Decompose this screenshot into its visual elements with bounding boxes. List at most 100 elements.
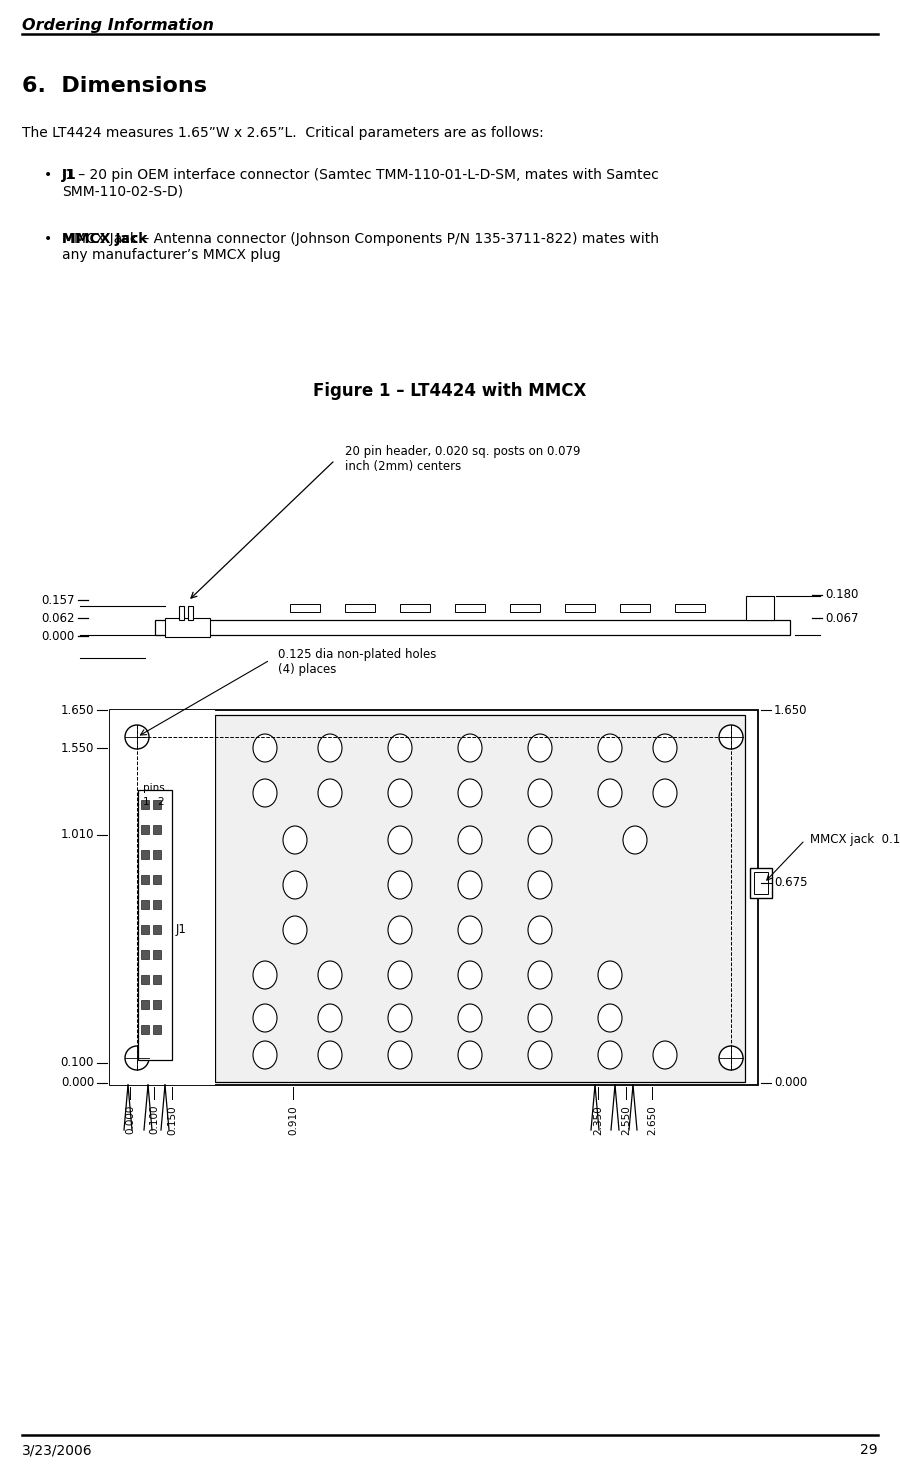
Ellipse shape [528, 871, 552, 898]
Ellipse shape [318, 1004, 342, 1032]
Text: 1.650: 1.650 [60, 703, 94, 716]
Circle shape [719, 725, 743, 749]
Bar [455, 603, 485, 612]
Ellipse shape [653, 734, 677, 762]
Text: 2.350: 2.350 [593, 1105, 603, 1135]
Ellipse shape [653, 780, 677, 807]
Bar [141, 925, 149, 934]
Bar [141, 875, 149, 884]
Bar [153, 925, 161, 934]
Bar [675, 603, 705, 612]
Text: 0.000: 0.000 [61, 1076, 94, 1089]
Text: 1.650: 1.650 [774, 703, 807, 716]
Bar [153, 800, 161, 809]
Text: 0.157: 0.157 [41, 593, 75, 606]
Text: 0.100: 0.100 [149, 1105, 159, 1135]
Text: 0.910: 0.910 [288, 1105, 298, 1135]
Bar [141, 950, 149, 959]
Bar [155, 619, 790, 636]
Bar [215, 715, 745, 1082]
Ellipse shape [388, 916, 412, 944]
Bar [179, 606, 184, 619]
Text: 0.000: 0.000 [774, 1076, 807, 1089]
Ellipse shape [458, 1004, 482, 1032]
Ellipse shape [318, 962, 342, 989]
Ellipse shape [458, 780, 482, 807]
Text: 0.067: 0.067 [825, 612, 859, 624]
Bar [153, 825, 161, 834]
Bar [188, 606, 193, 619]
Text: MMCX Jack – Antenna connector (Johnson Components P/N 135-3711-822) mates with
a: MMCX Jack – Antenna connector (Johnson C… [62, 232, 659, 263]
Text: 0.180: 0.180 [825, 589, 859, 602]
Bar [565, 603, 595, 612]
Ellipse shape [253, 734, 277, 762]
Circle shape [125, 725, 149, 749]
Ellipse shape [253, 1004, 277, 1032]
Bar [141, 1000, 149, 1009]
Text: 2.650: 2.650 [647, 1105, 657, 1135]
Text: 0.675: 0.675 [774, 876, 807, 890]
Bar [165, 618, 210, 637]
Ellipse shape [653, 1041, 677, 1069]
Bar [110, 711, 758, 1085]
Ellipse shape [458, 826, 482, 854]
Text: The LT4424 measures 1.65”W x 2.65”L.  Critical parameters are as follows:: The LT4424 measures 1.65”W x 2.65”L. Cri… [22, 126, 544, 139]
Text: 3/23/2006: 3/23/2006 [22, 1443, 93, 1458]
Bar [141, 800, 149, 809]
Text: MMCX jack  0.145 dia: MMCX jack 0.145 dia [810, 834, 900, 847]
Ellipse shape [253, 1041, 277, 1069]
Ellipse shape [253, 962, 277, 989]
Ellipse shape [458, 962, 482, 989]
Text: J1: J1 [62, 167, 77, 182]
Ellipse shape [458, 916, 482, 944]
Ellipse shape [458, 871, 482, 898]
Ellipse shape [388, 871, 412, 898]
Bar [153, 900, 161, 909]
Bar [141, 850, 149, 859]
Bar [141, 1025, 149, 1033]
Text: pins: pins [143, 782, 165, 793]
Text: 0.062: 0.062 [41, 612, 75, 624]
Ellipse shape [598, 962, 622, 989]
Bar [510, 603, 540, 612]
Ellipse shape [283, 916, 307, 944]
Ellipse shape [283, 826, 307, 854]
Bar [153, 875, 161, 884]
Ellipse shape [388, 734, 412, 762]
Ellipse shape [318, 1041, 342, 1069]
Ellipse shape [318, 780, 342, 807]
Bar [754, 872, 768, 894]
Text: 29: 29 [860, 1443, 878, 1458]
Text: 0.125 dia non-plated holes
(4) places: 0.125 dia non-plated holes (4) places [278, 647, 436, 675]
Bar [153, 950, 161, 959]
Bar [400, 603, 430, 612]
Bar [110, 711, 215, 1085]
Ellipse shape [283, 871, 307, 898]
Text: 2: 2 [157, 797, 164, 807]
Ellipse shape [528, 916, 552, 944]
Ellipse shape [458, 734, 482, 762]
Bar [290, 603, 320, 612]
Ellipse shape [388, 1041, 412, 1069]
Bar [153, 1025, 161, 1033]
Bar [153, 975, 161, 984]
Ellipse shape [528, 962, 552, 989]
Circle shape [719, 1047, 743, 1070]
Text: 1.010: 1.010 [60, 828, 94, 841]
Text: 0.150: 0.150 [167, 1105, 177, 1135]
Bar [141, 900, 149, 909]
Text: J1: J1 [176, 923, 187, 937]
Bar [141, 975, 149, 984]
Ellipse shape [623, 826, 647, 854]
Ellipse shape [388, 780, 412, 807]
Bar [153, 850, 161, 859]
Ellipse shape [528, 734, 552, 762]
Text: 1.550: 1.550 [60, 741, 94, 755]
Text: 0.000: 0.000 [41, 630, 75, 643]
Ellipse shape [528, 780, 552, 807]
Bar [141, 825, 149, 834]
Ellipse shape [528, 826, 552, 854]
Ellipse shape [253, 780, 277, 807]
Bar [746, 596, 774, 619]
Ellipse shape [598, 780, 622, 807]
